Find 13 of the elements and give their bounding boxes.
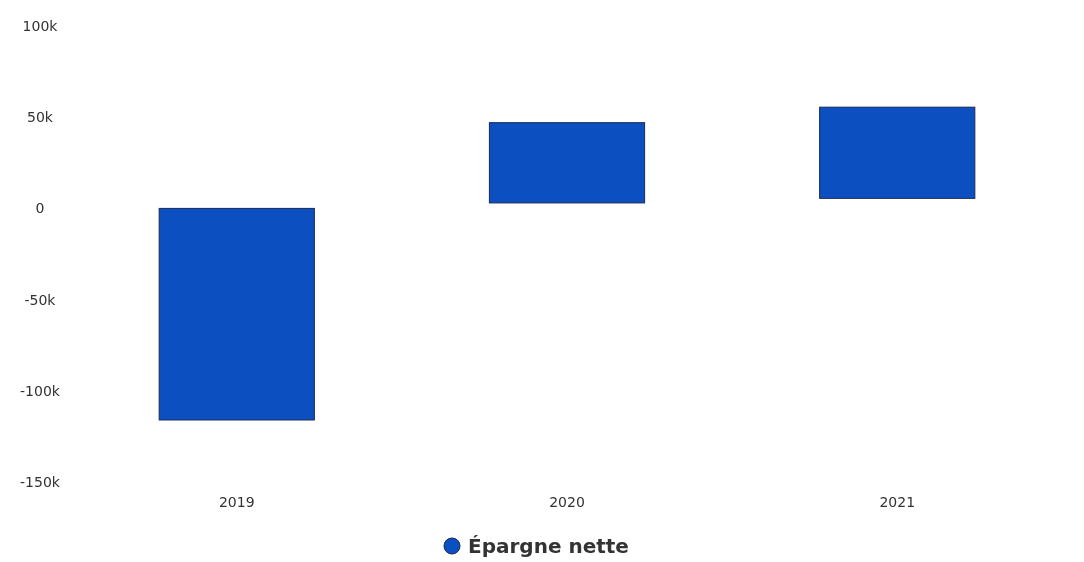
x-tick-label: 2020 xyxy=(549,494,585,510)
y-tick-label: 0 xyxy=(35,200,45,217)
y-tick-label: -50k xyxy=(24,291,57,308)
bar xyxy=(488,122,646,204)
legend-label: Épargne nette xyxy=(468,534,629,558)
bar xyxy=(819,106,976,199)
y-tick-label: -100k xyxy=(20,382,61,399)
x-tick-label: 2019 xyxy=(218,494,255,510)
y-tick-label: -150k xyxy=(20,473,61,490)
bar xyxy=(158,207,315,421)
x-tick-label: 2021 xyxy=(879,494,916,510)
y-tick-label: 50k xyxy=(27,109,54,126)
y-tick-label: 100k xyxy=(22,17,59,34)
